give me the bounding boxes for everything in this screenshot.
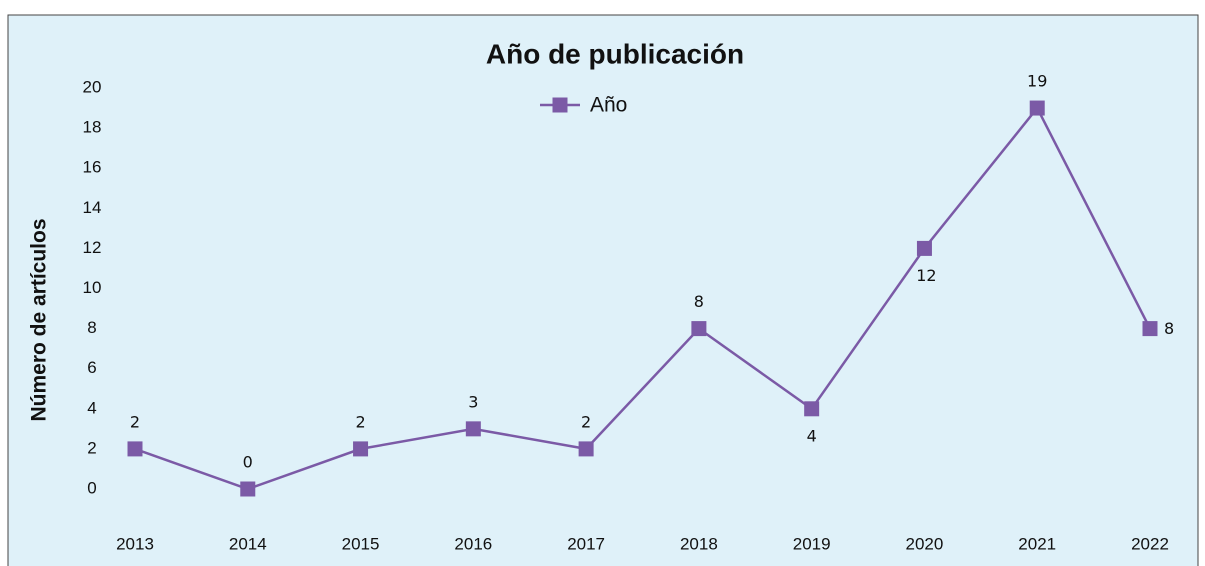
y-tick-label: 8	[87, 318, 96, 337]
marker	[691, 321, 707, 337]
x-tick-label: 2018	[680, 534, 718, 553]
y-tick-label: 2	[87, 438, 96, 457]
x-tick-label: 2021	[1018, 534, 1056, 553]
marker	[1142, 321, 1158, 337]
x-tick-label: 2020	[906, 534, 944, 553]
data-label: 2	[581, 412, 591, 431]
data-label: 8	[694, 292, 704, 311]
chart-title: Año de publicación	[486, 38, 744, 69]
marker	[465, 421, 481, 437]
x-tick-label: 2022	[1131, 534, 1169, 553]
marker	[804, 401, 820, 417]
y-tick-label: 20	[83, 77, 102, 96]
data-label: 3	[468, 392, 478, 411]
data-label: 8	[1164, 319, 1174, 338]
marker	[578, 441, 594, 457]
marker	[1029, 100, 1045, 116]
y-tick-label: 4	[87, 398, 96, 417]
data-label: 4	[807, 426, 817, 445]
y-tick-label: 14	[83, 198, 102, 217]
y-axis-title: Número de artículos	[28, 218, 51, 421]
y-tick-label: 16	[83, 158, 102, 177]
y-tick-label: 12	[83, 238, 102, 257]
data-label: 0	[243, 453, 253, 472]
marker	[916, 240, 932, 256]
x-tick-label: 2017	[567, 534, 605, 553]
marker	[240, 481, 256, 497]
marker	[353, 441, 369, 457]
x-tick-label: 2016	[454, 534, 492, 553]
x-tick-label: 2014	[229, 534, 267, 553]
x-tick-label: 2015	[342, 534, 380, 553]
data-label: 19	[1027, 72, 1047, 91]
y-tick-label: 6	[87, 358, 96, 377]
data-label: 2	[355, 412, 365, 431]
legend-label: Año	[590, 94, 627, 117]
x-tick-label: 2013	[116, 534, 154, 553]
legend-marker	[552, 97, 568, 113]
y-tick-label: 18	[83, 118, 102, 137]
data-label: 12	[916, 266, 936, 285]
series-line	[134, 105, 1152, 491]
data-label: 2	[130, 412, 140, 431]
x-tick-label: 2019	[793, 534, 831, 553]
y-tick-label: 0	[87, 478, 96, 497]
marker	[127, 441, 143, 457]
y-tick-label: 10	[83, 278, 102, 297]
